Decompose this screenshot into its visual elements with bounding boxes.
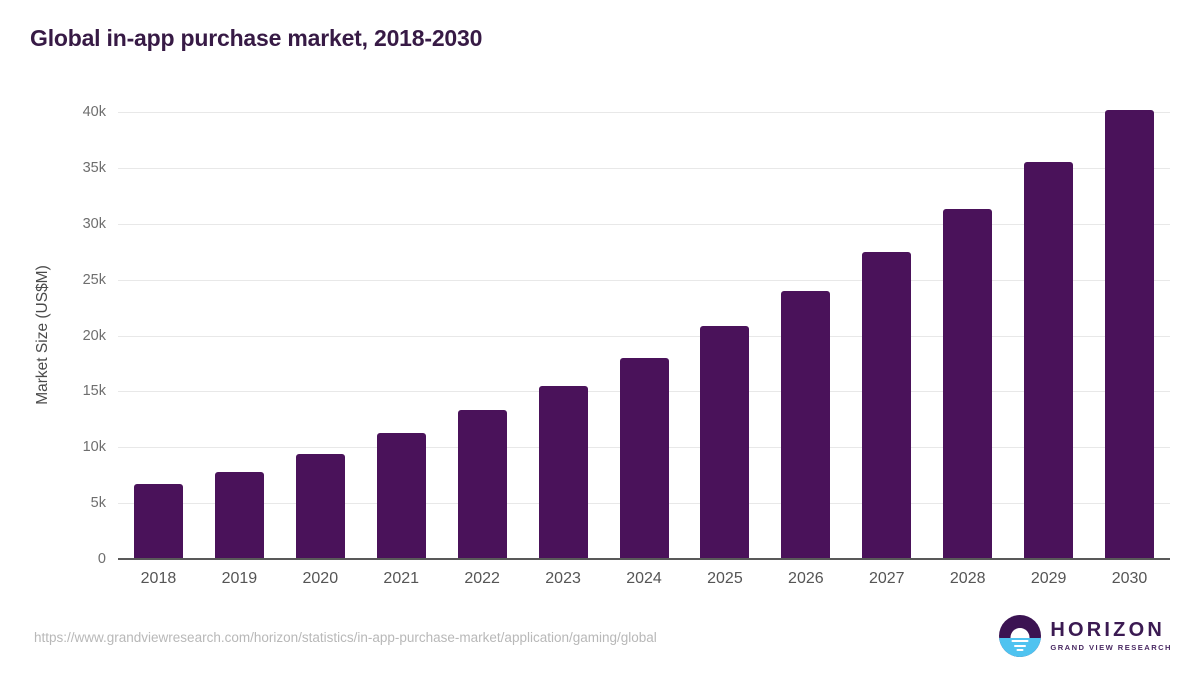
y-tick-label: 10k [82,439,106,456]
x-tick-label: 2018 [140,570,177,587]
horizon-logo-icon [999,615,1042,657]
bar[interactable] [619,357,669,559]
gridline [118,335,1170,337]
x-tick-label: 2030 [1111,570,1148,587]
bar[interactable] [781,291,831,559]
gridline [118,112,1170,113]
gridline [118,279,1170,281]
bar[interactable] [700,326,750,559]
bar[interactable] [1024,162,1074,559]
logo-wordmark: HORIZON [1050,618,1165,641]
bar[interactable] [376,432,426,559]
x-tick-label: 2029 [1030,570,1067,587]
y-tick-label: 25k [82,271,106,288]
bar[interactable] [457,410,507,559]
y-tick-label: 20k [82,327,106,344]
y-tick-label: 0 [97,551,106,567]
x-tick-label: 2027 [868,570,905,587]
bar[interactable] [214,471,264,559]
y-tick-label: 15k [82,383,106,400]
page-title: Global in-app purchase market, 2018-2030 [30,25,483,51]
y-tick-label: 40k [82,104,106,120]
logo-ray-line-1 [1011,639,1029,642]
logo-ray-line-2 [1014,644,1027,647]
logo-water-shape [999,637,1042,657]
x-axis-tick-labels: 2018 2019 2020 2021 2022 2023 2024 2025 2026 2027… [118,570,1170,596]
horizon-logo[interactable]: HORIZON GRAND VIEW RESEARCH [999,612,1172,660]
x-tick-label: 2019 [221,570,258,587]
x-tick-label: 2025 [707,570,743,587]
x-tick-label: 2022 [464,570,500,587]
bar[interactable] [538,385,588,559]
bar[interactable] [943,209,993,559]
bar-series [118,109,1170,559]
y-axis-tick-labels: 0 5k 10k 15k 20k 25k 30k 35k 40k [0,0,118,675]
logo-tagline: GRAND VIEW RESEARCH [1050,642,1172,652]
bar[interactable] [1105,109,1155,559]
y-tick-label: 35k [82,159,106,176]
x-axis-line [118,558,1170,560]
x-tick-label: 2028 [949,570,986,587]
bar[interactable] [295,453,345,559]
x-tick-label: 2023 [545,570,581,587]
gridline [118,223,1170,225]
x-tick-label: 2026 [788,570,824,587]
bar[interactable] [133,484,183,559]
x-tick-label: 2024 [626,570,662,587]
logo-sun-icon [1010,628,1030,638]
logo-ray-line-3 [1016,649,1024,652]
horizon-logo-text: HORIZON GRAND VIEW RESEARCH [1050,618,1172,652]
bar[interactable] [862,252,912,559]
x-tick-label: 2020 [302,570,339,587]
x-tick-label: 2021 [383,570,420,587]
y-tick-label: 5k [90,495,106,512]
y-tick-label: 30k [82,215,106,232]
plot-area [118,109,1170,560]
gridline [118,167,1170,169]
source-url[interactable]: https://www.grandviewresearch.com/horizo… [34,630,657,645]
